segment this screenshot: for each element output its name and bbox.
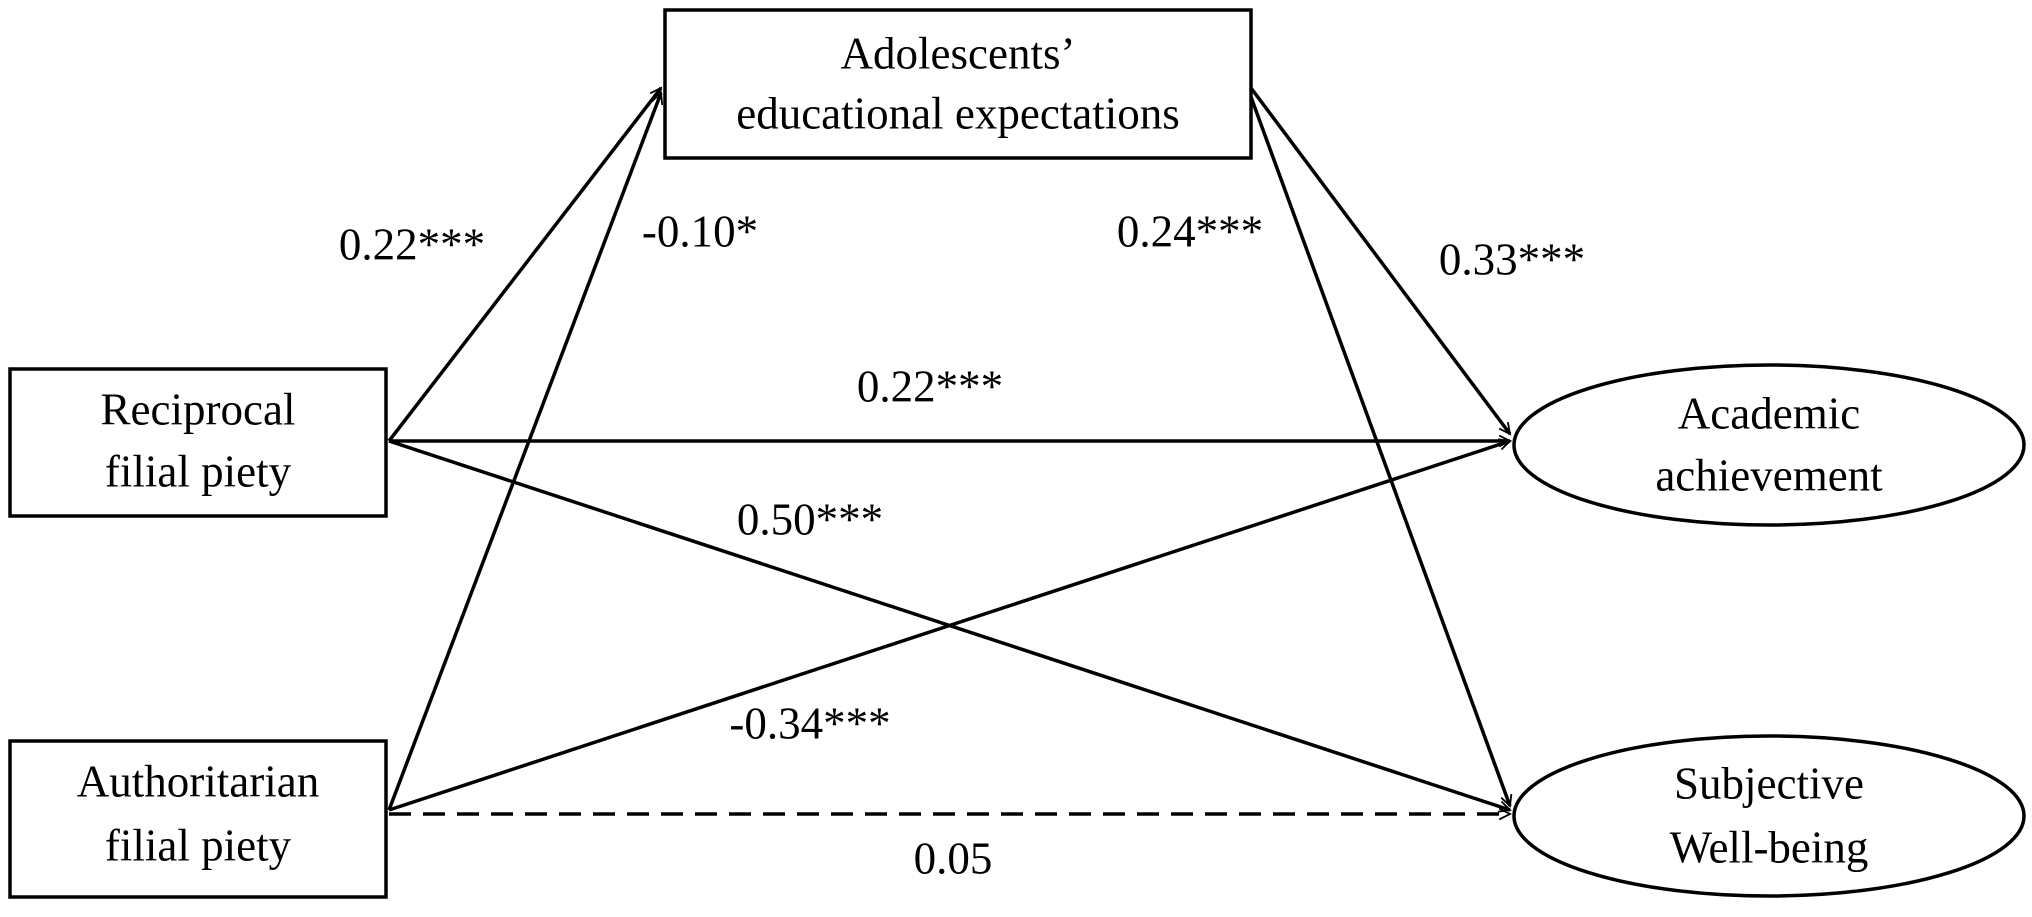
- node-box: [8, 739, 388, 899]
- edge-label: 0.33***: [1439, 234, 1585, 284]
- node-label: filial piety: [105, 446, 292, 496]
- node-label: Subjective: [1674, 758, 1864, 808]
- node-label: Academic: [1678, 388, 1860, 438]
- edge-label: 0.50***: [737, 494, 883, 544]
- edge: [1249, 86, 1512, 436]
- edge-label: 0.24***: [1117, 206, 1263, 256]
- node-label: filial piety: [105, 820, 292, 870]
- node-label: Well-being: [1670, 822, 1869, 872]
- node-ellipse: [1512, 734, 2026, 898]
- node-box: [8, 367, 388, 518]
- edge: [387, 86, 663, 443]
- edge-label: 0.22***: [339, 219, 485, 269]
- node-label: Authoritarian: [77, 756, 319, 806]
- edge-label: 0.05: [914, 833, 993, 883]
- edge-label: 0.22***: [857, 361, 1003, 411]
- node-label: Reciprocal: [101, 384, 296, 434]
- node-ellipse: [1512, 363, 2026, 527]
- edge: [1249, 96, 1513, 808]
- node-label: achievement: [1655, 450, 1883, 500]
- edge-label: -0.10*: [642, 206, 758, 256]
- node-label: educational expectations: [736, 88, 1180, 138]
- edge: [388, 438, 1512, 812]
- node-label: Adolescents’: [841, 28, 1076, 78]
- edge-label: -0.34***: [729, 698, 890, 748]
- node-box: [663, 8, 1253, 160]
- edge: [387, 91, 664, 811]
